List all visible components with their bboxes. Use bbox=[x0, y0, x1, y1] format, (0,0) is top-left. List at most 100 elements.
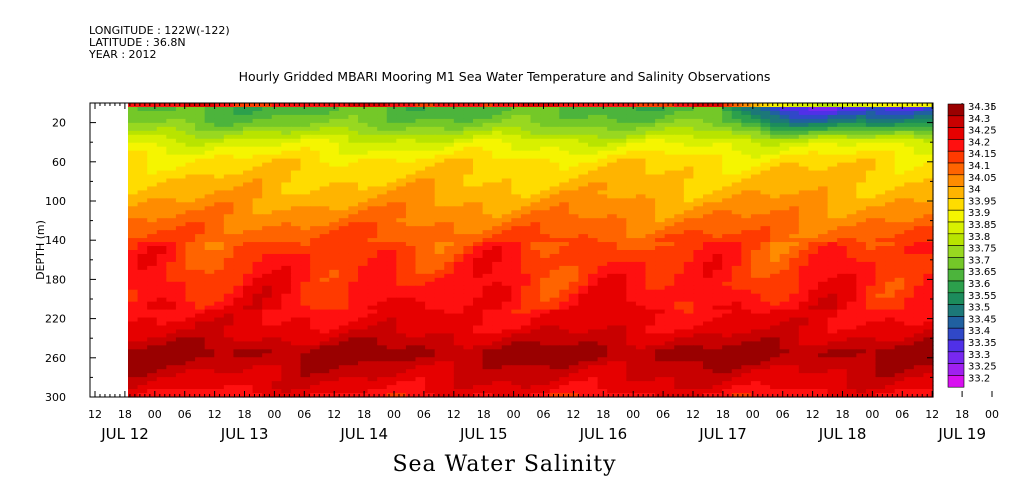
heat-cell bbox=[204, 265, 215, 271]
heat-cell bbox=[319, 198, 330, 203]
heat-cell bbox=[338, 198, 350, 203]
heat-cell bbox=[798, 222, 810, 227]
heat-cell bbox=[885, 273, 896, 279]
heat-cell bbox=[453, 162, 465, 168]
heat-cell bbox=[808, 218, 819, 223]
heat-cell bbox=[827, 146, 838, 152]
heat-cell bbox=[453, 234, 465, 239]
heat-cell bbox=[473, 154, 484, 160]
heat-cell bbox=[789, 186, 800, 191]
heat-cell bbox=[310, 325, 321, 331]
heat-cell bbox=[233, 154, 244, 160]
heat-cell bbox=[147, 289, 158, 295]
heat-cell bbox=[204, 257, 215, 263]
heat-cell bbox=[674, 154, 685, 160]
heat-cell bbox=[348, 198, 359, 203]
heat-cell bbox=[693, 138, 704, 144]
heat-cell bbox=[156, 154, 167, 160]
heat-cell bbox=[358, 305, 369, 311]
heat-cell bbox=[271, 253, 282, 259]
heat-cell bbox=[837, 154, 848, 160]
heat-cell bbox=[214, 182, 225, 188]
heat-cell bbox=[626, 321, 637, 327]
heat-cell bbox=[319, 301, 330, 307]
heat-cell bbox=[655, 230, 666, 235]
heat-cell bbox=[290, 106, 302, 112]
heat-cell bbox=[175, 297, 187, 303]
heat-cell bbox=[856, 178, 867, 184]
heat-cell bbox=[645, 134, 656, 140]
heat-cell bbox=[243, 277, 254, 283]
heat-cell bbox=[808, 174, 819, 180]
heat-cell bbox=[818, 234, 829, 239]
heat-cell bbox=[818, 257, 829, 263]
heat-cell bbox=[865, 226, 877, 231]
heat-cell bbox=[626, 297, 637, 303]
heat-cell bbox=[348, 138, 359, 144]
heat-cell bbox=[511, 313, 522, 319]
heat-cell bbox=[214, 293, 225, 299]
heat-cell bbox=[520, 134, 532, 140]
heat-cell bbox=[645, 305, 656, 311]
heat-cell bbox=[588, 126, 599, 132]
heat-cell bbox=[290, 238, 302, 243]
heat-cell bbox=[128, 126, 139, 132]
heat-cell bbox=[204, 162, 215, 168]
heat-cell bbox=[865, 202, 877, 207]
heat-cell bbox=[875, 206, 886, 211]
heat-cell bbox=[319, 329, 330, 335]
heat-cell bbox=[166, 297, 177, 303]
heat-cell bbox=[473, 234, 484, 239]
heat-cell bbox=[501, 130, 512, 136]
heat-cell bbox=[175, 170, 187, 176]
heat-cell bbox=[798, 190, 810, 195]
heat-cell bbox=[626, 206, 637, 211]
heat-cell bbox=[128, 226, 139, 231]
heat-cell bbox=[425, 329, 436, 335]
heat-cell bbox=[808, 305, 819, 311]
heat-cell bbox=[875, 261, 886, 267]
heat-cell bbox=[789, 202, 800, 207]
heat-cell bbox=[655, 174, 666, 180]
heat-cell bbox=[856, 103, 867, 108]
heat-cell bbox=[473, 162, 484, 168]
heat-cell bbox=[530, 297, 541, 303]
heat-cell bbox=[405, 122, 417, 128]
heat-cell bbox=[645, 317, 656, 323]
heat-cell bbox=[770, 162, 781, 168]
heat-cell bbox=[597, 238, 608, 243]
heat-cell bbox=[223, 194, 235, 199]
heat-cell bbox=[434, 337, 445, 342]
heat-cell bbox=[549, 158, 560, 164]
heat-cell bbox=[492, 226, 503, 231]
heat-cell bbox=[377, 281, 388, 287]
heat-cell bbox=[818, 285, 829, 291]
heat-cell bbox=[808, 234, 819, 239]
heat-cell bbox=[223, 118, 235, 124]
heat-cell bbox=[568, 134, 580, 140]
heat-cell bbox=[798, 238, 810, 243]
heat-cell bbox=[252, 218, 263, 223]
heat-cell bbox=[530, 122, 541, 128]
heat-cell bbox=[492, 103, 503, 108]
heat-cell bbox=[741, 118, 752, 124]
heat-cell bbox=[779, 317, 790, 323]
heat-cell bbox=[166, 138, 177, 144]
heat-cell bbox=[233, 142, 244, 148]
heat-cell bbox=[530, 305, 541, 311]
heat-cell bbox=[674, 210, 685, 215]
heat-cell bbox=[722, 226, 733, 231]
heat-cell bbox=[750, 257, 762, 263]
heat-cell bbox=[607, 289, 618, 295]
heat-cell bbox=[252, 106, 263, 112]
heat-cell bbox=[252, 242, 263, 247]
heat-cell bbox=[789, 277, 800, 283]
heat-cell bbox=[559, 178, 570, 184]
heat-cell bbox=[204, 174, 215, 180]
heat-cell bbox=[703, 174, 714, 180]
heat-cell bbox=[453, 142, 465, 148]
heat-cell bbox=[501, 222, 512, 227]
heat-cell bbox=[837, 194, 848, 199]
heat-cell bbox=[846, 281, 857, 287]
heat-cell bbox=[789, 154, 800, 160]
